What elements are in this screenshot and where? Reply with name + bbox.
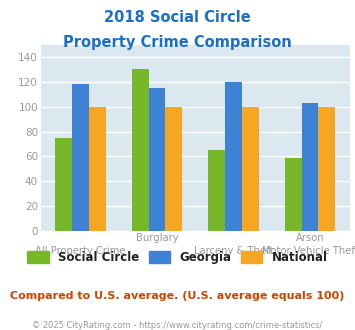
- Bar: [301, 103, 318, 231]
- Bar: [165, 107, 182, 231]
- Bar: [242, 107, 259, 231]
- Bar: [55, 138, 72, 231]
- Bar: [318, 107, 335, 231]
- Text: © 2025 CityRating.com - https://www.cityrating.com/crime-statistics/: © 2025 CityRating.com - https://www.city…: [32, 321, 323, 330]
- Text: 2018 Social Circle: 2018 Social Circle: [104, 10, 251, 25]
- Bar: [208, 150, 225, 231]
- Bar: [72, 84, 89, 231]
- Bar: [225, 82, 242, 231]
- Text: All Property Crime: All Property Crime: [36, 246, 126, 256]
- Bar: [285, 158, 301, 231]
- Text: Arson: Arson: [296, 233, 324, 243]
- Bar: [89, 107, 106, 231]
- Bar: [132, 69, 149, 231]
- Text: Motor Vehicle Theft: Motor Vehicle Theft: [262, 246, 355, 256]
- Text: Larceny & Theft: Larceny & Theft: [194, 246, 273, 256]
- Text: Burglary: Burglary: [136, 233, 178, 243]
- Text: Compared to U.S. average. (U.S. average equals 100): Compared to U.S. average. (U.S. average …: [10, 291, 345, 301]
- Text: Property Crime Comparison: Property Crime Comparison: [63, 35, 292, 50]
- Bar: [149, 88, 165, 231]
- Legend: Social Circle, Georgia, National: Social Circle, Georgia, National: [23, 246, 332, 269]
